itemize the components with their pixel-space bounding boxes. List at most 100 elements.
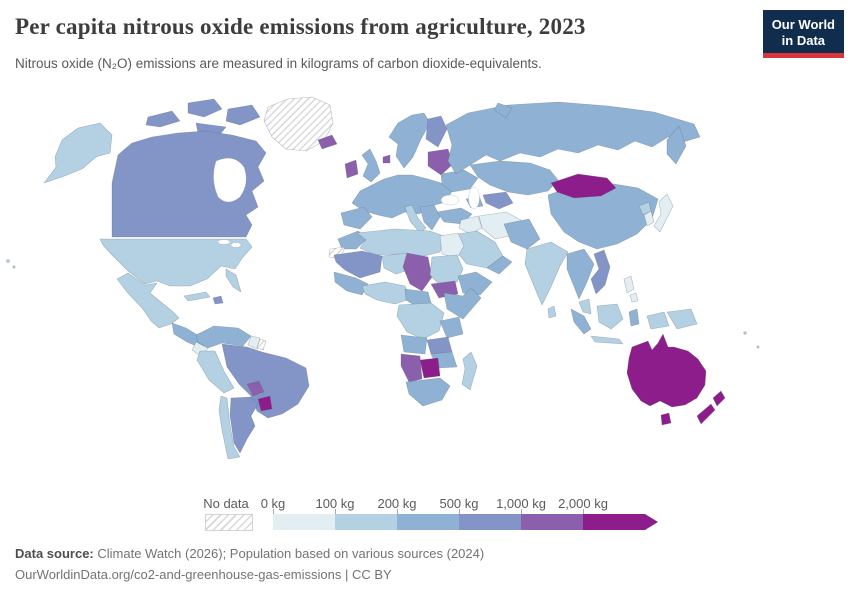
- region-iceland[interactable]: [317, 134, 338, 150]
- region-iberia[interactable]: [340, 206, 373, 230]
- region-baltics-belarus[interactable]: [427, 148, 454, 176]
- world-map: [6, 96, 760, 460]
- region-guyanas[interactable]: [247, 335, 261, 350]
- legend-tick-label: 100 kg: [315, 496, 355, 511]
- region-egypt[interactable]: [439, 232, 465, 259]
- region-south-sudan[interactable]: [430, 280, 459, 299]
- map-legend: No data 0 kg 100 kg 200 kg 500 kg 1,000 …: [0, 496, 850, 538]
- no-data-swatch[interactable]: [205, 514, 253, 531]
- region-south-korea[interactable]: [643, 210, 655, 227]
- logo-line1: Our World: [771, 17, 835, 32]
- region-new-zealand-north[interactable]: [712, 390, 726, 407]
- region-japan[interactable]: [653, 193, 674, 233]
- region-myanmar-thailand[interactable]: [566, 248, 595, 300]
- legend-segment-2[interactable]: [335, 514, 397, 530]
- region-sulawesi[interactable]: [628, 308, 640, 327]
- region-namibia[interactable]: [400, 353, 423, 383]
- region-malaysia[interactable]: [578, 298, 592, 315]
- region-australia[interactable]: [626, 333, 707, 408]
- region-iraq-syria[interactable]: [458, 215, 483, 235]
- region-balkans-greece[interactable]: [419, 204, 441, 231]
- region-cuba[interactable]: [183, 291, 211, 302]
- legend-tick-mark: [273, 509, 274, 514]
- region-uruguay[interactable]: [257, 395, 273, 412]
- legend-tick-label: 0 kg: [260, 496, 286, 511]
- region-tasmania[interactable]: [660, 412, 672, 426]
- region-peru[interactable]: [196, 350, 235, 394]
- region-kamchatka[interactable]: [666, 125, 687, 165]
- region-zambia[interactable]: [426, 336, 453, 355]
- region-png[interactable]: [666, 308, 698, 330]
- region-hispaniola[interactable]: [212, 295, 224, 305]
- region-west-new-guinea[interactable]: [646, 311, 670, 330]
- region-botswana[interactable]: [419, 357, 441, 379]
- region-south-africa[interactable]: [405, 377, 451, 407]
- region-colombia-venezuela[interactable]: [195, 325, 252, 349]
- legend-segment-4[interactable]: [459, 514, 521, 530]
- region-brazil[interactable]: [221, 343, 310, 419]
- legend-segment-6[interactable]: [583, 514, 645, 530]
- region-usa[interactable]: [99, 238, 253, 287]
- region-sumatra[interactable]: [570, 308, 592, 335]
- footer-link[interactable]: OurWorldinData.org/co2-and-greenhouse-ga…: [15, 567, 392, 583]
- region-finland[interactable]: [425, 115, 448, 148]
- legend-segment-1[interactable]: [273, 514, 335, 530]
- great-lakes: [217, 239, 231, 245]
- region-canada[interactable]: [111, 130, 267, 238]
- region-ukraine[interactable]: [440, 169, 479, 193]
- region-canada-arctic[interactable]: [225, 104, 261, 126]
- region-mauritania-mali[interactable]: [333, 250, 383, 279]
- region-denmark[interactable]: [382, 154, 391, 164]
- region-pacific-islands[interactable]: [743, 331, 747, 335]
- region-paraguay[interactable]: [246, 380, 265, 397]
- region-canada-arctic[interactable]: [145, 110, 181, 128]
- region-drc[interactable]: [396, 302, 445, 340]
- region-hawaii[interactable]: [6, 259, 10, 263]
- data-source-text: Climate Watch (2026); Population based o…: [93, 546, 485, 561]
- region-french-guiana[interactable]: [256, 338, 267, 351]
- region-sudan[interactable]: [429, 254, 464, 286]
- region-kenya-somalia[interactable]: [443, 287, 482, 320]
- region-pacific-islands[interactable]: [756, 345, 760, 349]
- region-yemen-oman[interactable]: [486, 255, 513, 275]
- region-italy[interactable]: [404, 204, 427, 234]
- region-nigeria[interactable]: [361, 281, 411, 305]
- region-borneo[interactable]: [596, 303, 624, 330]
- legend-arrow: [645, 514, 658, 530]
- region-india[interactable]: [524, 241, 569, 306]
- region-mexico[interactable]: [116, 272, 180, 329]
- region-ireland[interactable]: [344, 159, 359, 179]
- region-philippines[interactable]: [623, 275, 635, 294]
- hudson-bay: [213, 157, 247, 203]
- black-sea: [440, 194, 460, 206]
- region-ethiopia[interactable]: [457, 271, 493, 296]
- owid-logo[interactable]: Our World in Data: [762, 10, 844, 59]
- region-alaska[interactable]: [43, 122, 113, 184]
- region-turkmenistan[interactable]: [482, 191, 514, 210]
- region-novaya-zemlya[interactable]: [493, 102, 513, 119]
- region-argentina[interactable]: [229, 396, 259, 454]
- region-philippines[interactable]: [629, 292, 639, 303]
- region-tanzania[interactable]: [439, 316, 464, 339]
- region-kazakhstan[interactable]: [469, 160, 559, 196]
- region-hawaii[interactable]: [12, 265, 16, 269]
- region-uk[interactable]: [361, 148, 381, 183]
- region-usa-florida[interactable]: [225, 268, 242, 293]
- region-pakistan-afghanistan[interactable]: [503, 218, 541, 250]
- legend-segment-3[interactable]: [397, 514, 459, 530]
- region-new-zealand-south[interactable]: [696, 403, 716, 425]
- footer: Data source: Climate Watch (2026); Popul…: [15, 543, 484, 586]
- region-java[interactable]: [590, 335, 624, 345]
- legend-segment-5[interactable]: [521, 514, 583, 530]
- region-canada-arctic[interactable]: [187, 98, 223, 118]
- region-sri-lanka[interactable]: [547, 305, 557, 319]
- page-subtitle: Nitrous oxide (N₂O) emissions are measur…: [15, 56, 542, 71]
- region-madagascar[interactable]: [461, 351, 478, 391]
- region-chad[interactable]: [402, 252, 433, 292]
- region-mongolia[interactable]: [550, 173, 617, 199]
- region-angola[interactable]: [400, 334, 428, 355]
- region-norway-sweden[interactable]: [388, 112, 431, 169]
- region-west-africa[interactable]: [333, 271, 369, 296]
- region-vietnam-laos[interactable]: [590, 249, 611, 295]
- region-chile[interactable]: [218, 395, 241, 460]
